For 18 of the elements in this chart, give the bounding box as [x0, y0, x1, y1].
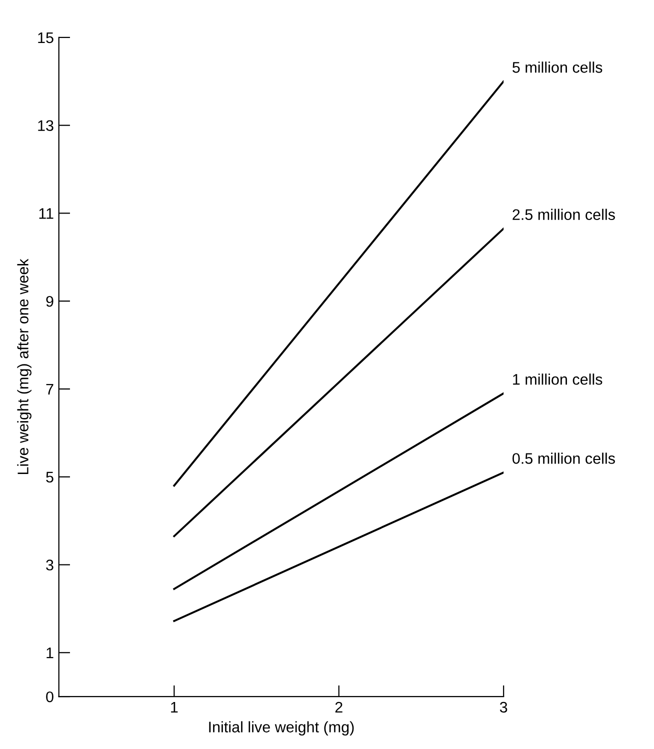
y-tick-label: 0: [46, 691, 54, 702]
series-label: 5 million cells: [512, 62, 602, 73]
y-tick-label: 9: [46, 296, 54, 307]
y-axis-title: Live weight (mg) after one week: [17, 258, 32, 474]
y-tick-label: 7: [46, 384, 54, 395]
y-tick-label: 1: [46, 648, 54, 658]
x-tick-label: 2: [335, 702, 342, 713]
series-label: 0.5 million cells: [512, 452, 615, 464]
x-tick-label: 3: [500, 702, 508, 713]
y-tick-label: 3: [46, 560, 54, 570]
y-tick-label: 15: [38, 32, 54, 44]
y-tick-label: 11: [39, 208, 54, 219]
x-axis-title: Initial live weight (mg): [209, 721, 354, 736]
x-tick-label: 1: [171, 702, 178, 713]
series-label: 2.5 million cells: [512, 208, 615, 220]
y-tick-label: 13: [38, 120, 54, 132]
series-label: 1 million cells: [513, 374, 602, 385]
y-tick-label: 5: [46, 472, 54, 483]
